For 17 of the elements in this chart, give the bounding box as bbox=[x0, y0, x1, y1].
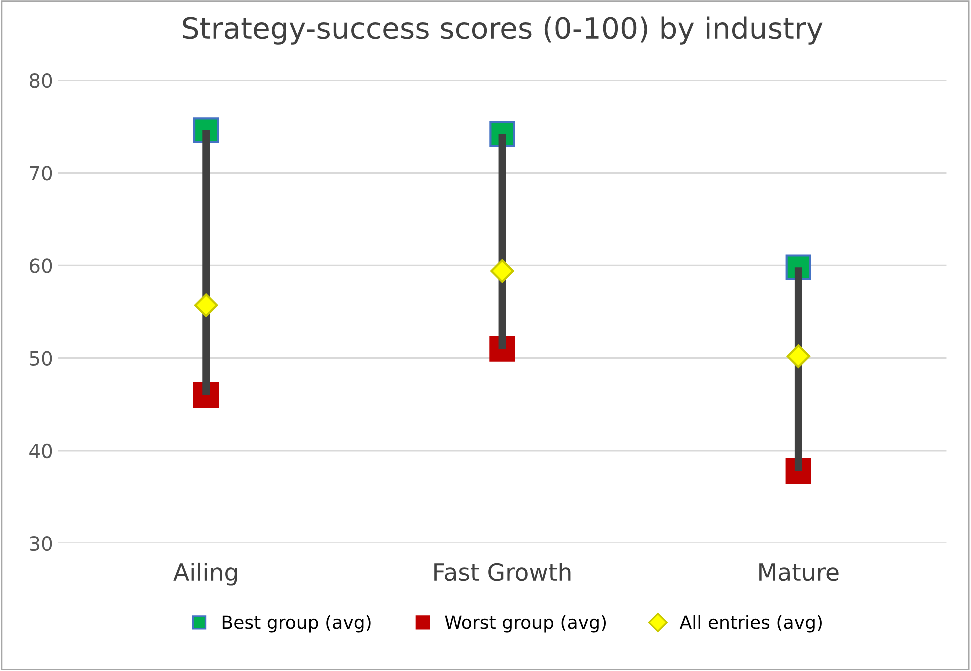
point bbox=[490, 259, 514, 284]
y-tick-label: 30 bbox=[30, 536, 52, 552]
chart-title: Strategy-success scores (0-100) by industry bbox=[183, 16, 823, 45]
x-tick-label: Ailing bbox=[174, 562, 238, 586]
y-tick-label: 50 bbox=[30, 351, 52, 366]
x-tick-label: Fast Growth bbox=[434, 562, 571, 582]
legend-label: Best group (avg) bbox=[222, 615, 371, 633]
point bbox=[786, 344, 810, 368]
legend-label: Worst group (avg) bbox=[445, 615, 606, 633]
y-tick-label: 80 bbox=[30, 73, 52, 88]
y-tick-label: 70 bbox=[30, 166, 52, 181]
point bbox=[194, 294, 218, 318]
legend-label: All entries (avg) bbox=[680, 615, 822, 633]
y-tick-label: 60 bbox=[30, 258, 52, 274]
y-tick-label: 40 bbox=[30, 444, 52, 459]
x-tick-label: Mature bbox=[760, 564, 839, 582]
bar bbox=[202, 130, 210, 396]
